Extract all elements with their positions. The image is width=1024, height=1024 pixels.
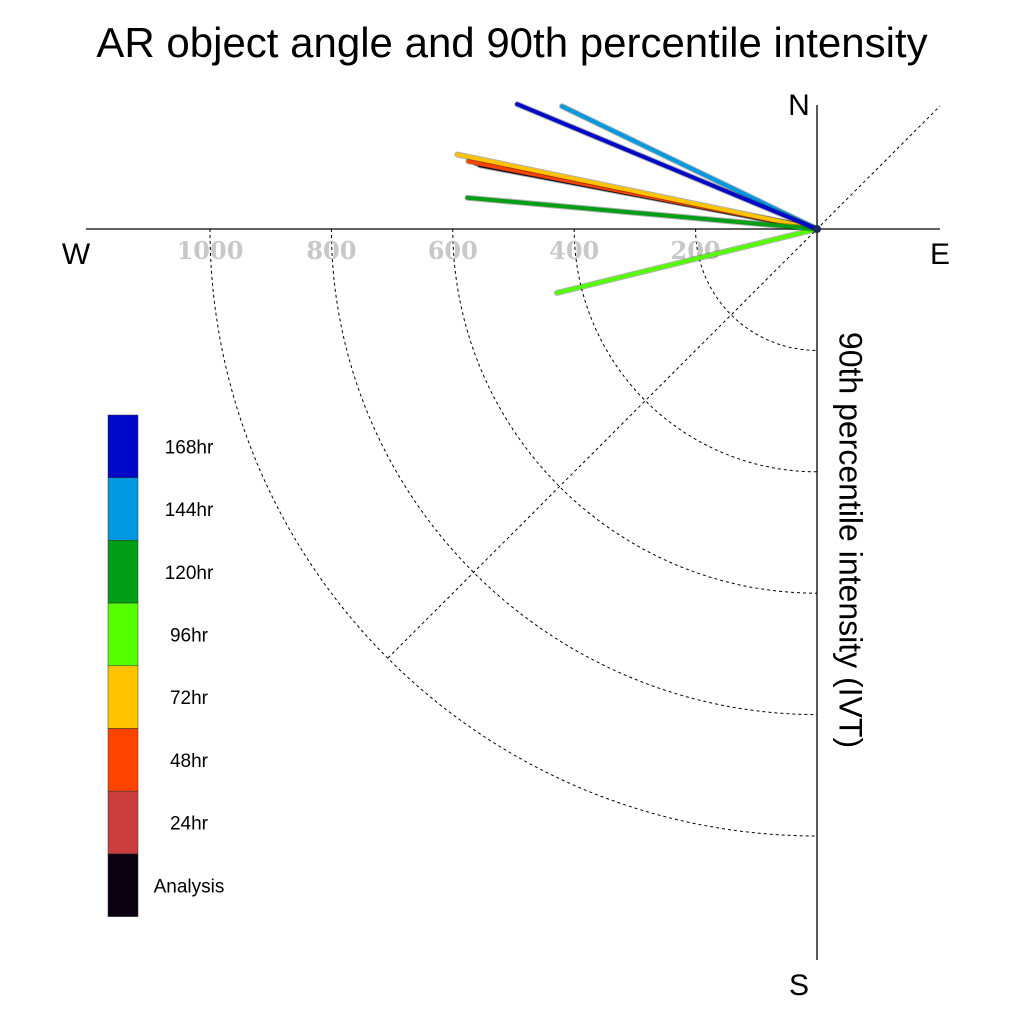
- grid-arc-400: [573, 228, 818, 473]
- tick-label-600: 600: [428, 236, 478, 265]
- grid-arc-200: [695, 228, 818, 351]
- legend-label-168hr: 168hr: [165, 437, 214, 458]
- y-axis-label: 90th percentile intensity (IVT): [833, 332, 869, 748]
- tick-label-1000: 1000: [177, 236, 244, 265]
- east-label: E: [930, 238, 950, 271]
- grid-arc-800: [330, 228, 818, 716]
- vector-120hr: [465, 195, 819, 231]
- legend: 168hr 144hr 120hr 96hr 72hr 48hr 24hr Analysis: [107, 414, 225, 917]
- north-label: N: [788, 89, 810, 122]
- legend-swatch-24hr: [107, 790, 139, 855]
- legend-label-72hr: 72hr: [170, 688, 209, 709]
- west-label: W: [62, 238, 91, 271]
- chart-title: AR object angle and 90th percentile inte…: [96, 19, 927, 66]
- vector-168hr: [515, 102, 819, 231]
- legend-label-144hr: 144hr: [165, 500, 214, 521]
- legend-label-96hr: 96hr: [170, 625, 209, 646]
- legend-swatch-72hr: [107, 665, 139, 729]
- legend-swatch-168hr: [107, 414, 139, 478]
- vector-96hr: [555, 227, 819, 295]
- legend-label-48hr: 48hr: [170, 751, 209, 772]
- south-label: S: [789, 969, 809, 1002]
- legend-label-24hr: 24hr: [170, 814, 209, 835]
- legend-swatch-analysis: [107, 853, 139, 917]
- legend-swatch-120hr: [107, 540, 139, 604]
- origin-marker: [813, 225, 821, 233]
- intensity-vectors: [454, 101, 820, 296]
- legend-label-120hr: 120hr: [165, 563, 214, 584]
- grid-arc-600: [452, 228, 818, 594]
- legend-swatch-96hr: [107, 602, 139, 667]
- vector-72hr: [455, 152, 819, 231]
- diagonal-guide: [387, 105, 941, 659]
- legend-label-analysis: Analysis: [154, 876, 225, 897]
- polar-grid: [209, 228, 818, 837]
- tick-label-400: 400: [549, 236, 599, 265]
- vector-144hr: [560, 104, 819, 231]
- legend-swatch-48hr: [107, 728, 139, 792]
- grid-arc-1000: [209, 228, 818, 837]
- tick-label-800: 800: [306, 236, 356, 265]
- legend-swatch-144hr: [107, 477, 139, 541]
